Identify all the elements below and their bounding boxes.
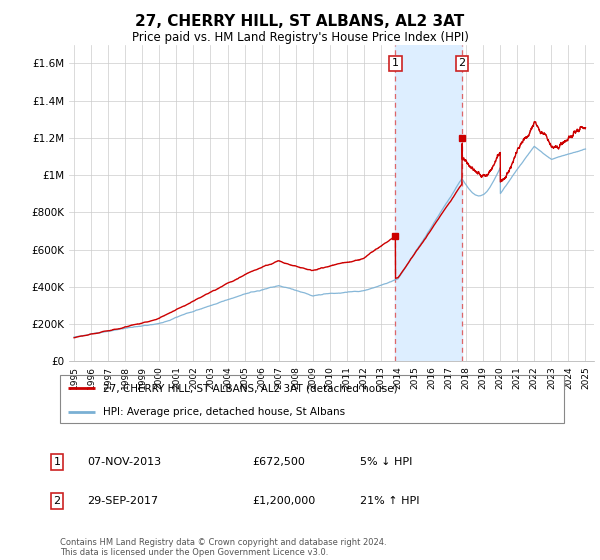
Text: £1,200,000: £1,200,000 bbox=[252, 496, 315, 506]
Text: Price paid vs. HM Land Registry's House Price Index (HPI): Price paid vs. HM Land Registry's House … bbox=[131, 31, 469, 44]
Text: 21% ↑ HPI: 21% ↑ HPI bbox=[360, 496, 419, 506]
Text: 2: 2 bbox=[53, 496, 61, 506]
Text: 29-SEP-2017: 29-SEP-2017 bbox=[87, 496, 158, 506]
Text: 27, CHERRY HILL, ST ALBANS, AL2 3AT: 27, CHERRY HILL, ST ALBANS, AL2 3AT bbox=[136, 14, 464, 29]
Text: 07-NOV-2013: 07-NOV-2013 bbox=[87, 457, 161, 467]
Text: 1: 1 bbox=[53, 457, 61, 467]
Text: £672,500: £672,500 bbox=[252, 457, 305, 467]
Text: HPI: Average price, detached house, St Albans: HPI: Average price, detached house, St A… bbox=[103, 407, 345, 417]
Text: 2: 2 bbox=[458, 58, 466, 68]
Text: 1: 1 bbox=[392, 58, 399, 68]
Text: 5% ↓ HPI: 5% ↓ HPI bbox=[360, 457, 412, 467]
Text: Contains HM Land Registry data © Crown copyright and database right 2024.
This d: Contains HM Land Registry data © Crown c… bbox=[60, 538, 386, 557]
Bar bbox=[395, 45, 462, 361]
Text: 27, CHERRY HILL, ST ALBANS, AL2 3AT (detached house): 27, CHERRY HILL, ST ALBANS, AL2 3AT (det… bbox=[103, 383, 397, 393]
